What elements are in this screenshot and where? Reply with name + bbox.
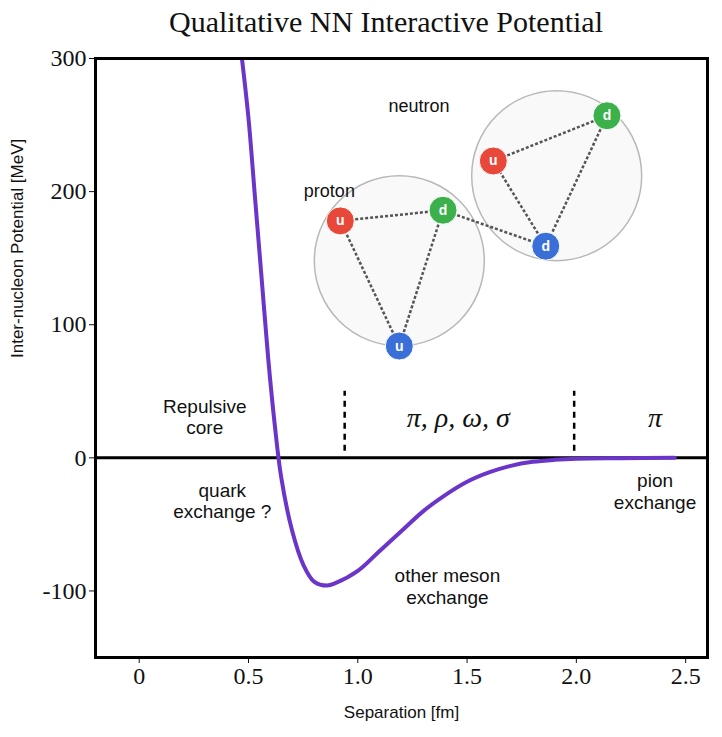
svg-text:u: u [489, 152, 498, 168]
svg-text:u: u [395, 338, 404, 354]
svg-text:-100: -100 [43, 578, 87, 604]
svg-text:300: 300 [51, 45, 87, 71]
svg-text:200: 200 [51, 178, 87, 204]
svg-text:2.0: 2.0 [561, 663, 591, 689]
svg-text:proton: proton [304, 181, 355, 201]
html-text:Qualitative NN Interactive Pot: Qualitative NN Interactive Potential [169, 5, 603, 38]
svg-text:other mesonexchange: other mesonexchange [395, 565, 501, 608]
svg-text:π: π [648, 402, 663, 433]
svg-text:d: d [603, 107, 612, 123]
svg-text:0: 0 [75, 445, 87, 471]
svg-text:Repulsivecore: Repulsivecore [163, 396, 246, 439]
svg-text:d: d [541, 238, 550, 254]
svg-text:0.5: 0.5 [234, 663, 264, 689]
svg-text:Inter-nucleon Potential [MeV]: Inter-nucleon Potential [MeV] [8, 139, 27, 358]
svg-text:quarkexchange ?: quarkexchange ? [173, 479, 271, 522]
svg-text:1.0: 1.0 [343, 663, 373, 689]
svg-text:Separation [fm]: Separation [fm] [344, 703, 459, 722]
svg-text:pionexchange: pionexchange [614, 470, 696, 513]
svg-text:1.5: 1.5 [452, 663, 482, 689]
svg-text:neutron: neutron [388, 96, 449, 116]
svg-text:d: d [439, 202, 448, 218]
svg-text:π, ρ, ω, σ: π, ρ, ω, σ [407, 402, 511, 433]
svg-text:u: u [336, 212, 345, 228]
svg-text:0: 0 [133, 663, 145, 689]
svg-text:100: 100 [51, 311, 87, 337]
svg-text:2.5: 2.5 [671, 663, 701, 689]
